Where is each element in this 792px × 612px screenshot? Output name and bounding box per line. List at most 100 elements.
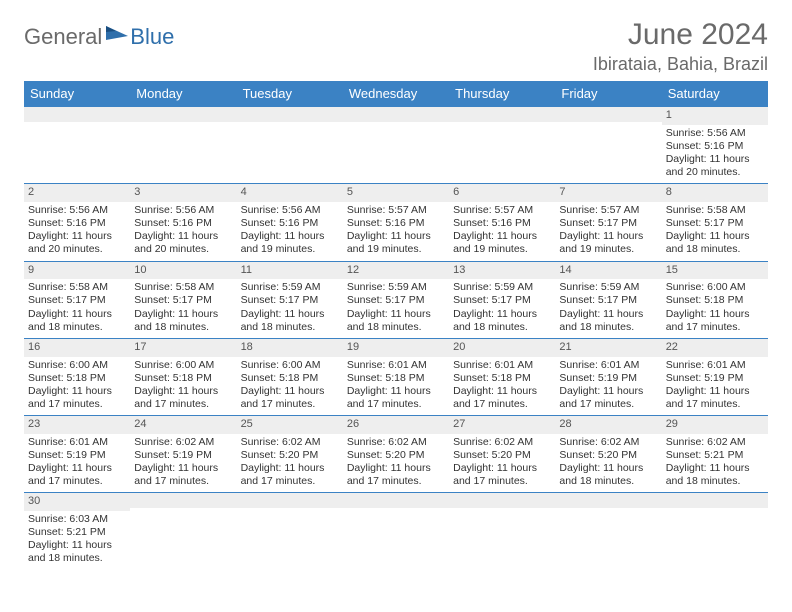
day-ss: Sunset: 5:18 PM — [347, 372, 445, 385]
day-cell — [555, 106, 661, 183]
day-cell — [449, 492, 555, 569]
table-row: 30Sunrise: 6:03 AMSunset: 5:21 PMDayligh… — [24, 492, 768, 569]
day-cell: 7 Sunrise: 5:57 AMSunset: 5:17 PMDaylight… — [555, 183, 661, 260]
day-cell — [24, 106, 130, 183]
day-body: Sunrise: 5:58 AMSunset: 5:17 PMDaylight:… — [24, 279, 130, 338]
day-cell: 23Sunrise: 6:01 AMSunset: 5:19 PMDayligh… — [24, 415, 130, 492]
day-number: 25 — [237, 415, 343, 434]
day-sr: Sunrise: 5:59 AM — [559, 281, 657, 294]
month-title: June 2024 — [593, 18, 768, 52]
day-number: 14 — [555, 261, 661, 280]
calendar-table: SundayMondayTuesdayWednesdayThursdayFrid… — [24, 81, 768, 570]
day-ss: Sunset: 5:17 PM — [559, 294, 657, 307]
day-cell: 16Sunrise: 6:00 AMSunset: 5:18 PMDayligh… — [24, 338, 130, 415]
day-body: Sunrise: 5:59 AMSunset: 5:17 PMDaylight:… — [343, 279, 449, 338]
day-number: 18 — [237, 338, 343, 357]
day-ss: Sunset: 5:18 PM — [134, 372, 232, 385]
day-dl: Daylight: 11 hours and 18 minutes. — [559, 308, 657, 334]
day-number-empty — [449, 106, 555, 122]
day-sr: Sunrise: 6:00 AM — [134, 359, 232, 372]
day-number-empty — [237, 106, 343, 122]
day-dl: Daylight: 11 hours and 19 minutes. — [559, 230, 657, 256]
day-sr: Sunrise: 6:00 AM — [28, 359, 126, 372]
day-cell: 4Sunrise: 5:56 AMSunset: 5:16 PMDaylight… — [237, 183, 343, 260]
day-sr: Sunrise: 5:57 AM — [347, 204, 445, 217]
day-body: Sunrise: 6:02 AMSunset: 5:21 PMDaylight:… — [662, 434, 768, 493]
day-body: Sunrise: 6:02 AMSunset: 5:20 PMDaylight:… — [449, 434, 555, 493]
day-cell: 10Sunrise: 5:58 AMSunset: 5:17 PMDayligh… — [130, 261, 236, 338]
day-body: Sunrise: 6:01 AMSunset: 5:19 PMDaylight:… — [555, 357, 661, 416]
day-ss: Sunset: 5:21 PM — [666, 449, 764, 462]
day-sr: Sunrise: 5:57 AM — [559, 204, 657, 217]
day-number: 2 — [24, 183, 130, 202]
table-row: 23Sunrise: 6:01 AMSunset: 5:19 PMDayligh… — [24, 415, 768, 492]
day-body: Sunrise: 6:00 AMSunset: 5:18 PMDaylight:… — [662, 279, 768, 338]
day-cell: 5Sunrise: 5:57 AMSunset: 5:16 PMDaylight… — [343, 183, 449, 260]
column-header: Monday — [130, 81, 236, 106]
day-number: 27 — [449, 415, 555, 434]
day-number: 26 — [343, 415, 449, 434]
day-sr: Sunrise: 6:02 AM — [347, 436, 445, 449]
day-body: Sunrise: 5:59 AMSunset: 5:17 PMDaylight:… — [449, 279, 555, 338]
day-number-empty — [343, 492, 449, 508]
day-ss: Sunset: 5:17 PM — [453, 294, 551, 307]
day-cell: 8Sunrise: 5:58 AMSunset: 5:17 PMDaylight… — [662, 183, 768, 260]
day-ss: Sunset: 5:17 PM — [241, 294, 339, 307]
day-sr: Sunrise: 6:02 AM — [134, 436, 232, 449]
day-cell — [343, 492, 449, 569]
day-ss: Sunset: 5:16 PM — [134, 217, 232, 230]
day-ss: Sunset: 5:19 PM — [134, 449, 232, 462]
day-sr: Sunrise: 6:01 AM — [453, 359, 551, 372]
day-dl: Daylight: 11 hours and 17 minutes. — [241, 385, 339, 411]
day-dl: Daylight: 11 hours and 17 minutes. — [28, 385, 126, 411]
header: General Blue June 2024 Ibirataia, Bahia,… — [24, 18, 768, 75]
day-number: 15 — [662, 261, 768, 280]
table-row: 2Sunrise: 5:56 AMSunset: 5:16 PMDaylight… — [24, 183, 768, 260]
day-number: 16 — [24, 338, 130, 357]
day-cell: 17Sunrise: 6:00 AMSunset: 5:18 PMDayligh… — [130, 338, 236, 415]
day-ss: Sunset: 5:20 PM — [241, 449, 339, 462]
location: Ibirataia, Bahia, Brazil — [593, 54, 768, 75]
column-header: Thursday — [449, 81, 555, 106]
day-cell: 22Sunrise: 6:01 AMSunset: 5:19 PMDayligh… — [662, 338, 768, 415]
day-cell: 1Sunrise: 5:56 AMSunset: 5:16 PMDaylight… — [662, 106, 768, 183]
day-dl: Daylight: 11 hours and 17 minutes. — [134, 385, 232, 411]
day-dl: Daylight: 11 hours and 17 minutes. — [28, 462, 126, 488]
day-cell — [555, 492, 661, 569]
day-number: 7 — [555, 183, 661, 202]
day-number: 9 — [24, 261, 130, 280]
day-number: 4 — [237, 183, 343, 202]
day-dl: Daylight: 11 hours and 17 minutes. — [347, 462, 445, 488]
table-row: 16Sunrise: 6:00 AMSunset: 5:18 PMDayligh… — [24, 338, 768, 415]
day-number: 10 — [130, 261, 236, 280]
logo-text-blue: Blue — [130, 24, 174, 50]
day-number: 19 — [343, 338, 449, 357]
day-number: 12 — [343, 261, 449, 280]
day-number: 21 — [555, 338, 661, 357]
day-dl: Daylight: 11 hours and 17 minutes. — [241, 462, 339, 488]
day-ss: Sunset: 5:18 PM — [453, 372, 551, 385]
title-block: June 2024 Ibirataia, Bahia, Brazil — [593, 18, 768, 75]
day-body: Sunrise: 6:00 AMSunset: 5:18 PMDaylight:… — [237, 357, 343, 416]
day-dl: Daylight: 11 hours and 19 minutes. — [347, 230, 445, 256]
day-ss: Sunset: 5:17 PM — [347, 294, 445, 307]
day-sr: Sunrise: 5:56 AM — [134, 204, 232, 217]
day-sr: Sunrise: 5:59 AM — [347, 281, 445, 294]
day-dl: Daylight: 11 hours and 17 minutes. — [559, 385, 657, 411]
day-cell: 24Sunrise: 6:02 AMSunset: 5:19 PMDayligh… — [130, 415, 236, 492]
day-cell — [237, 492, 343, 569]
day-number: 30 — [24, 492, 130, 511]
day-cell — [130, 106, 236, 183]
calendar-body: 1Sunrise: 5:56 AMSunset: 5:16 PMDaylight… — [24, 106, 768, 570]
day-ss: Sunset: 5:17 PM — [559, 217, 657, 230]
column-header: Saturday — [662, 81, 768, 106]
day-number-empty — [555, 492, 661, 508]
day-body: Sunrise: 6:02 AMSunset: 5:20 PMDaylight:… — [343, 434, 449, 493]
day-body: Sunrise: 5:56 AMSunset: 5:16 PMDaylight:… — [24, 202, 130, 261]
day-cell — [662, 492, 768, 569]
day-body: Sunrise: 5:58 AMSunset: 5:17 PMDaylight:… — [662, 202, 768, 261]
day-cell: 20Sunrise: 6:01 AMSunset: 5:18 PMDayligh… — [449, 338, 555, 415]
day-dl: Daylight: 11 hours and 18 minutes. — [28, 308, 126, 334]
day-dl: Daylight: 11 hours and 20 minutes. — [666, 153, 764, 179]
logo: General Blue — [24, 24, 174, 50]
